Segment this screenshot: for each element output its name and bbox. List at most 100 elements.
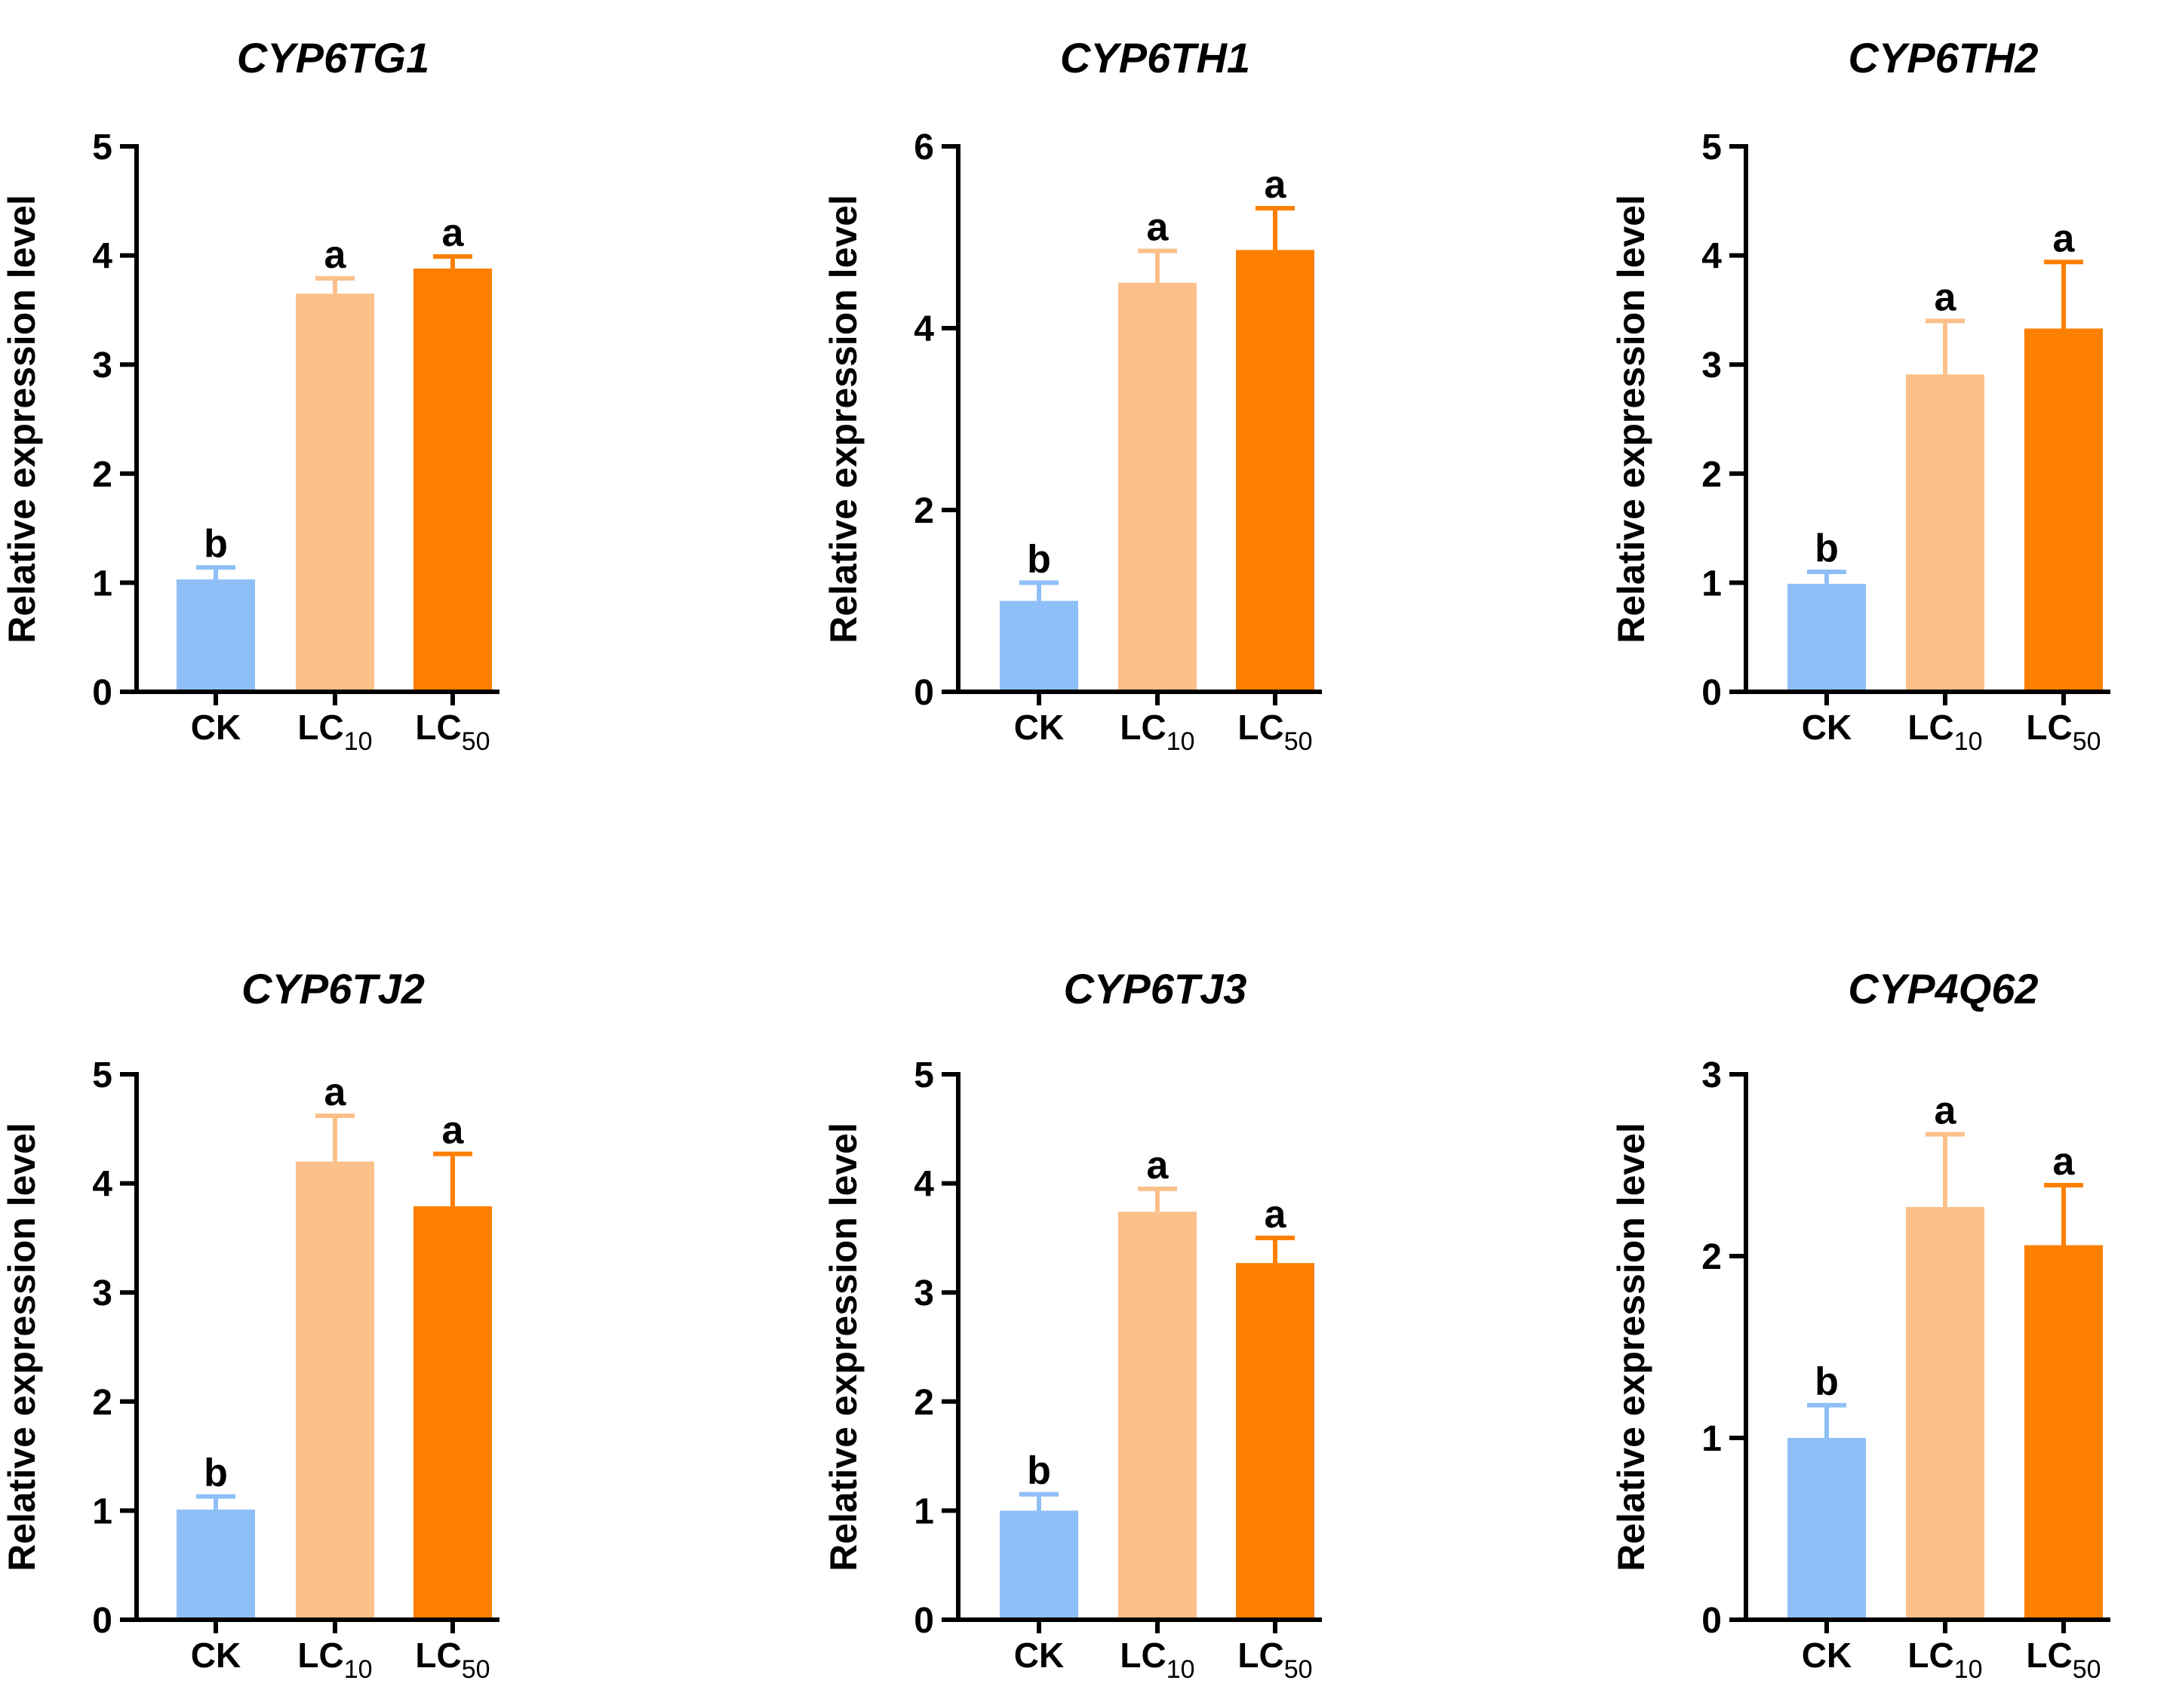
y-tick-label: 3 [1701, 346, 1722, 386]
x-tick-label-ck: CK [1014, 1636, 1064, 1675]
bar-lc10 [1118, 282, 1197, 692]
significance-letter: b [1815, 1360, 1839, 1404]
chart-title: CYP6TJ2 [241, 965, 425, 1012]
y-tick-label: 3 [914, 1273, 934, 1313]
significance-letter: b [1027, 537, 1051, 581]
y-axis-label: Relative expression level [1610, 195, 1652, 644]
y-tick-label: 5 [914, 1055, 934, 1095]
significance-letter: a [324, 1071, 347, 1114]
x-tick-label-lc50: LC50 [2026, 1636, 2101, 1684]
y-tick-label: 2 [1701, 455, 1722, 495]
significance-letter: a [1147, 206, 1169, 250]
bar-lc10 [296, 1161, 374, 1620]
bar-lc50 [2024, 328, 2103, 692]
panel-cyp6tj2: CYP6TJ2 Relative expression level b CK a LC10… [1, 965, 499, 1684]
significance-letter: a [1265, 1193, 1287, 1236]
bar-ck [177, 1509, 255, 1620]
bar-lc50 [1236, 250, 1314, 692]
y-tick-label: 5 [92, 1055, 112, 1095]
y-tick-label: 0 [92, 1601, 112, 1641]
y-tick-label: 6 [914, 127, 934, 167]
significance-letter: a [2053, 217, 2076, 260]
x-tick-label-ck: CK [191, 1636, 241, 1675]
x-tick-label-lc10: LC10 [1120, 708, 1194, 756]
y-tick-label: 4 [92, 1165, 112, 1205]
bar-ck [1787, 583, 1866, 692]
y-tick-label: 4 [92, 237, 112, 277]
y-tick-label: 4 [914, 1165, 934, 1205]
bar-lc10 [296, 293, 374, 693]
chart-title: CYP4Q62 [1848, 965, 2038, 1012]
bar-lc50 [413, 268, 492, 692]
chart-title: CYP6TH1 [1060, 34, 1250, 81]
y-tick-label: 3 [1701, 1055, 1722, 1095]
chart-title: CYP6TG1 [237, 34, 429, 81]
y-tick-label: 0 [914, 1601, 934, 1641]
significance-letter: a [1935, 275, 1957, 319]
y-axis-label: Relative expression level [822, 195, 865, 644]
y-tick-label: 2 [92, 1383, 112, 1423]
bar-lc10 [1906, 1206, 1984, 1620]
y-axis-label: Relative expression level [1, 1123, 43, 1571]
significance-letter: a [442, 1109, 465, 1153]
x-tick-label-lc10: LC10 [1907, 708, 1982, 756]
y-tick-label: 1 [1701, 564, 1722, 604]
y-axis-label: Relative expression level [1610, 1123, 1652, 1571]
chart-title: CYP6TJ3 [1064, 965, 1247, 1012]
bar-lc50 [413, 1206, 492, 1620]
x-tick-label-ck: CK [1014, 708, 1064, 747]
x-tick-label-lc50: LC50 [1237, 708, 1312, 756]
bar-ck [177, 579, 255, 692]
bar-ck [1000, 601, 1078, 692]
y-tick-label: 1 [92, 564, 112, 604]
y-tick-label: 5 [92, 127, 112, 167]
y-tick-label: 0 [92, 673, 112, 713]
panel-cyp6tj3: CYP6TJ3 Relative expression level b CK a LC10… [822, 965, 1322, 1684]
significance-letter: a [1935, 1089, 1957, 1133]
panel-cyp4q62: CYP4Q62 Relative expression level b CK a LC10… [1610, 965, 2110, 1684]
y-tick-label: 0 [1701, 1601, 1722, 1641]
panel-cyp6tg1: CYP6TG1 Relative expression level b CK a LC10… [1, 34, 499, 756]
bar-ck [1787, 1438, 1866, 1620]
bar-lc50 [2024, 1245, 2103, 1620]
x-tick-label-lc10: LC10 [1907, 1636, 1982, 1684]
x-tick-label-lc50: LC50 [2026, 708, 2101, 756]
y-tick-label: 0 [914, 673, 934, 713]
significance-letter: b [1027, 1449, 1051, 1493]
x-tick-label-lc10: LC10 [297, 708, 372, 756]
y-tick-label: 2 [1701, 1237, 1722, 1277]
y-tick-label: 0 [1701, 673, 1722, 713]
y-axis-label: Relative expression level [822, 1123, 865, 1571]
y-tick-label: 2 [914, 491, 934, 531]
y-tick-label: 3 [92, 346, 112, 386]
significance-letter: a [2053, 1140, 2076, 1184]
y-tick-label: 2 [914, 1383, 934, 1423]
y-tick-label: 1 [1701, 1419, 1722, 1459]
y-tick-label: 1 [914, 1491, 934, 1531]
x-tick-label-ck: CK [1802, 1636, 1852, 1675]
y-axis-label: Relative expression level [1, 195, 43, 644]
panel-cyp6th1: CYP6TH1 Relative expression level b CK a LC10… [822, 34, 1322, 756]
x-tick-label-ck: CK [191, 708, 241, 747]
x-tick-label-lc10: LC10 [297, 1636, 372, 1684]
y-tick-label: 1 [92, 1491, 112, 1531]
significance-letter: b [204, 522, 228, 566]
x-tick-label-lc50: LC50 [415, 1636, 490, 1684]
y-tick-label: 4 [1701, 237, 1722, 277]
significance-letter: b [204, 1451, 228, 1495]
y-tick-label: 5 [1701, 127, 1722, 167]
y-tick-label: 3 [92, 1273, 112, 1313]
y-tick-label: 4 [914, 309, 934, 349]
chart-title: CYP6TH2 [1848, 34, 2038, 81]
panel-cyp6th2: CYP6TH2 Relative expression level b CK a LC10… [1610, 34, 2110, 756]
x-tick-label-lc50: LC50 [415, 708, 490, 756]
y-tick-label: 2 [92, 455, 112, 495]
x-tick-label-ck: CK [1802, 708, 1852, 747]
bar-lc10 [1906, 374, 1984, 692]
significance-letter: b [1815, 527, 1839, 570]
bar-ck [1000, 1510, 1078, 1620]
significance-letter: a [442, 211, 465, 255]
x-tick-label-lc10: LC10 [1120, 1636, 1194, 1684]
